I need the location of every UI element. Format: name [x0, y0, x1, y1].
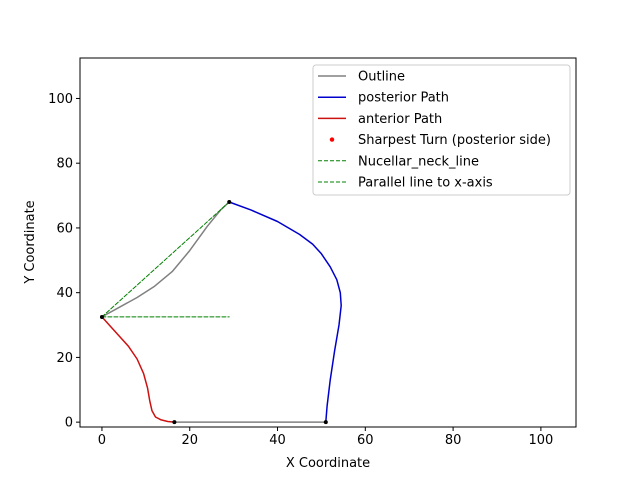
legend-frame	[312, 64, 571, 196]
legend-marker-sharpest-turn-posterior-side	[329, 137, 335, 142]
plot-frame	[79, 57, 577, 428]
x-tick-label-3: 60	[357, 433, 374, 448]
key-point-0	[99, 314, 104, 319]
x-axis: 0 20 40 60 80 100	[98, 427, 553, 448]
y-axis: 0 20 40 60 80 100	[48, 92, 80, 431]
series-anterior-path	[101, 316, 176, 423]
y-axis-label: Y Coordinate	[23, 200, 38, 284]
legend-label-anterior-path: anterior Path	[358, 112, 442, 127]
legend-label-sharpest-turn-posterior-side: Sharpest Turn (posterior side)	[358, 133, 551, 148]
legend-label-posterior-path: posterior Path	[358, 91, 449, 106]
x-tick-label-5: 100	[528, 433, 553, 448]
legend-label-outline: Outline	[358, 70, 405, 85]
x-tick-label-1: 20	[181, 433, 198, 448]
y-tick-label-2: 40	[56, 286, 73, 301]
x-tick-label-0: 0	[98, 433, 106, 448]
y-tick-label-3: 60	[56, 221, 73, 236]
y-tick-label-4: 80	[56, 157, 73, 172]
series-outline	[101, 201, 230, 318]
key-points	[99, 200, 328, 425]
series-nucellar-neck-line	[101, 201, 230, 318]
key-point-1	[227, 200, 232, 205]
y-tick-label-5: 100	[48, 92, 73, 107]
y-tick-label-1: 20	[56, 351, 73, 366]
key-point-2	[172, 420, 177, 425]
x-tick-label-4: 80	[445, 433, 462, 448]
x-axis-label: X Coordinate	[286, 456, 370, 471]
legend: Outline posterior Path anterior Path Sharpe…	[312, 64, 571, 196]
x-tick-label-2: 40	[269, 433, 286, 448]
series-posterior-path	[228, 201, 342, 423]
y-tick-label-0: 0	[65, 416, 73, 431]
key-point-3	[323, 420, 328, 425]
series-layer	[101, 201, 342, 423]
legend-label-parallel-line-to-x-axis: Parallel line to x-axis	[358, 176, 493, 191]
legend-label-nucellar-neck-line: Nucellar_neck_line	[358, 154, 479, 169]
